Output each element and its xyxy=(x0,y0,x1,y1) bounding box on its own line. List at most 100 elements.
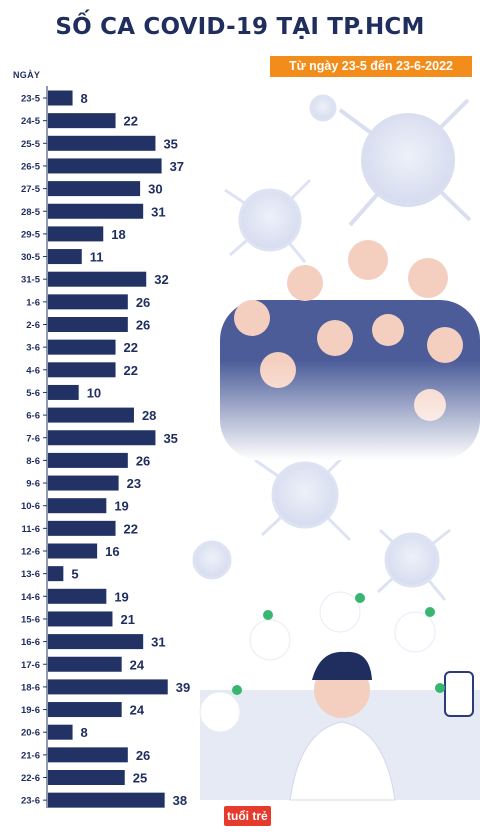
bar xyxy=(48,294,128,310)
value-label: 26 xyxy=(136,453,150,468)
value-label: 16 xyxy=(105,544,119,559)
value-label: 5 xyxy=(71,567,78,582)
category-label: 29-5 xyxy=(21,229,41,240)
doctor-illustration xyxy=(199,591,480,801)
value-label: 23 xyxy=(127,476,141,491)
category-label: 28-5 xyxy=(21,207,41,218)
value-label: 32 xyxy=(154,272,168,287)
value-label: 24 xyxy=(130,703,145,718)
category-label: 21-6 xyxy=(21,750,40,761)
value-label: 22 xyxy=(124,340,138,355)
y-axis-label: NGÀY xyxy=(13,70,41,80)
category-label: 27-5 xyxy=(21,184,41,195)
category-label: 11-6 xyxy=(22,524,41,535)
value-label: 35 xyxy=(163,136,177,151)
category-label: 5-6 xyxy=(26,388,40,399)
bar xyxy=(48,135,156,151)
bar xyxy=(48,430,156,446)
bar xyxy=(48,747,128,763)
bar xyxy=(48,588,107,604)
category-label: 8-6 xyxy=(26,456,40,467)
page-title: SỐ CA COVID-19 TẠI TP.HCM xyxy=(55,14,425,40)
value-label: 22 xyxy=(124,363,138,378)
virus-icon-mid xyxy=(224,178,312,263)
bar xyxy=(48,317,128,332)
value-label: 38 xyxy=(173,793,187,808)
value-label: 25 xyxy=(133,771,147,786)
value-label: 28 xyxy=(142,408,156,423)
bar xyxy=(48,271,147,287)
category-label: 15-6 xyxy=(21,614,40,625)
value-label: 19 xyxy=(114,589,128,604)
category-label: 14-6 xyxy=(21,592,40,603)
value-label: 8 xyxy=(81,725,88,740)
category-label: 6-6 xyxy=(26,411,40,422)
category-label: 20-6 xyxy=(21,728,40,739)
value-label: 8 xyxy=(81,91,88,106)
value-label: 37 xyxy=(170,159,184,174)
value-label: 19 xyxy=(114,499,128,514)
brand-logo: tuổi trẻ xyxy=(224,806,271,826)
bar xyxy=(48,679,168,695)
category-label: 4-6 xyxy=(26,365,40,376)
value-label: 31 xyxy=(151,204,165,219)
category-label: 18-6 xyxy=(21,682,40,693)
value-label: 26 xyxy=(136,748,150,763)
bar xyxy=(48,498,107,514)
value-label: 22 xyxy=(124,521,138,536)
bar xyxy=(48,226,104,242)
category-label: 24-5 xyxy=(21,116,41,127)
category-label: 30-5 xyxy=(21,252,41,263)
bar xyxy=(48,634,144,650)
value-label: 26 xyxy=(136,318,150,333)
bar xyxy=(48,566,64,582)
value-label: 24 xyxy=(130,657,145,672)
bar xyxy=(48,611,113,627)
category-label: 25-5 xyxy=(21,139,41,150)
bar xyxy=(48,249,82,265)
category-label: 16-6 xyxy=(21,637,40,648)
bar xyxy=(48,384,79,400)
bar xyxy=(48,90,73,106)
value-label: 21 xyxy=(120,612,134,627)
virus-icon-large xyxy=(338,98,472,227)
value-label: 18 xyxy=(111,227,125,242)
date-range-badge: Từ ngày 23-5 đến 23-6-2022 xyxy=(270,56,472,77)
bar xyxy=(48,520,116,536)
category-label: 9-6 xyxy=(26,479,40,490)
category-label: 26-5 xyxy=(21,161,41,172)
category-label: 23-5 xyxy=(21,94,41,105)
category-label: 13-6 xyxy=(21,569,40,580)
bar xyxy=(48,724,73,740)
value-label: 31 xyxy=(151,635,165,650)
value-label: 26 xyxy=(136,295,150,310)
category-label: 12-6 xyxy=(21,547,40,558)
value-label: 39 xyxy=(176,680,190,695)
category-label: 2-6 xyxy=(26,320,40,331)
category-label: 3-6 xyxy=(26,343,40,354)
value-label: 22 xyxy=(124,114,138,129)
value-label: 11 xyxy=(90,250,104,265)
bar xyxy=(48,792,165,808)
category-label: 31-5 xyxy=(21,275,41,286)
category-label: 7-6 xyxy=(26,433,40,444)
bar xyxy=(48,656,122,672)
category-label: 23-6 xyxy=(21,796,40,807)
value-label: 30 xyxy=(148,182,162,197)
category-label: 10-6 xyxy=(21,501,40,512)
people-crowd-illustration xyxy=(220,240,480,460)
category-label: 17-6 xyxy=(21,660,40,671)
category-label: 19-6 xyxy=(21,705,40,716)
bar xyxy=(48,702,122,718)
bar xyxy=(48,362,116,378)
bar xyxy=(48,113,116,129)
value-label: 10 xyxy=(87,385,101,400)
bar xyxy=(48,475,119,491)
bar xyxy=(48,158,162,174)
bar xyxy=(48,407,134,423)
category-label: 22-6 xyxy=(21,773,40,784)
value-label: 35 xyxy=(163,431,177,446)
bar xyxy=(48,452,128,468)
